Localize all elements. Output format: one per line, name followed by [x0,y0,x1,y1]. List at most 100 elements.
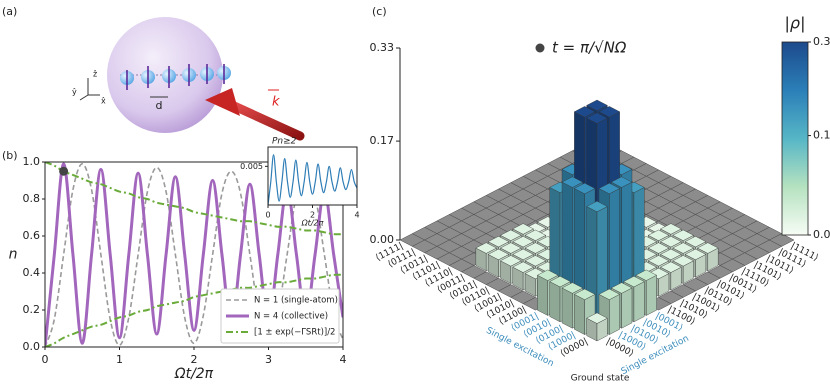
z-tick-label: 0.33 [370,41,395,54]
bar-top [660,223,682,235]
bar-top [647,242,670,254]
bar-top [598,106,621,118]
y-tick-label: 0.0 [23,340,41,353]
highlight-point [59,166,69,176]
y-tick-label: 0.4 [23,266,41,279]
y-tick-label: 0.6 [23,229,41,242]
bar-top [610,282,633,294]
y-tick-label: 1.0 [23,155,41,168]
bar-top [697,242,719,254]
bar-top [536,269,559,281]
z-axis-label: ẑ [93,70,97,79]
x-tick-label: 2 [310,211,315,220]
bar-top [586,200,608,213]
bar-top [660,261,682,273]
bar-top [500,242,522,254]
bar-top [610,176,633,188]
bar-top [524,242,547,254]
bar-top [512,236,534,248]
bar-top [549,276,571,288]
legend-label: [1 ± exp(−ΓSRt)]/2 [254,328,335,338]
bar-top [500,255,522,267]
bar-side [537,274,548,316]
bar-top [487,248,510,261]
spacing-label: d [156,99,163,112]
bar-top [475,242,497,254]
x-tick-label: 3 [265,353,272,366]
bar-top [660,236,682,248]
colorbar-tick-label: 0.00 [813,228,830,241]
bar-top [524,255,547,267]
annotation: Ground state [571,374,630,384]
bar-top [598,288,621,300]
x-tick-label: 0 [42,353,49,366]
bar-top [512,261,534,273]
x-tick-label: 0 [265,211,270,220]
bar-top [500,229,522,241]
colorbar [781,41,809,236]
bar-top [512,223,534,235]
colorbar-label: |ρ| [785,14,806,33]
bar-top [573,106,596,118]
legend-box [220,288,340,344]
series-line [268,154,357,205]
z-tick-label: 0.00 [370,233,395,246]
bar-top [561,176,584,188]
x-tick-label: 4 [354,211,359,220]
bar-top [487,236,510,248]
panel-label: (b) [2,149,18,162]
y-axis-label: n [9,247,18,263]
wavevector-label: k [272,95,280,110]
series-line [45,273,343,347]
z-tick-label: 0.17 [370,134,395,147]
y-tick-label: 0.2 [23,303,41,316]
bar-top [573,182,596,195]
bar-top [635,269,658,281]
x-axis-label: Ωt/2π [301,219,324,228]
bar-top [672,229,694,241]
y-axis-label: ŷ [72,88,77,97]
bar-top [512,248,534,261]
bar-top [660,248,682,261]
bar-top [598,182,621,195]
bar-side [561,287,573,329]
x-axis-label: x̂ [101,96,106,106]
y-tick-label: 0.8 [23,192,41,205]
bar-top [684,236,707,248]
title-bullet [535,43,545,53]
laser-cone [205,88,240,116]
inset-title: Pn≥2 [272,137,297,147]
colorbar-tick-label: 0.17 [813,129,830,142]
bar-top [573,288,596,300]
bar-side [646,274,657,316]
legend-label: N = 1 (single-atom) [254,296,338,306]
bar-side [609,294,620,335]
x-tick-label: 2 [191,353,198,366]
colorbar-tick-label: 0.33 [813,35,830,48]
bar-top [684,248,707,261]
x-tick-label: 1 [116,353,123,366]
y-tick-label: 0.005 [240,162,263,171]
bar-side [574,294,585,335]
laser-beam [227,100,305,141]
bar [586,312,608,342]
bar-top [647,229,670,241]
x-tick-label: 4 [340,353,347,366]
bar-side [549,281,561,323]
bar-top [586,312,608,324]
bar-top [647,255,670,267]
series-line [45,162,343,236]
chart-title: t = π/√NΩ [552,39,627,57]
diagram: (a) d k ẑ ŷ x̂ [2,5,305,141]
panel-label: (c) [372,5,387,18]
bar-side [621,287,633,329]
bar-side [633,281,645,323]
bar-top [524,229,547,241]
bar-top [586,99,608,111]
bar-top [623,276,645,288]
legend-label: N = 4 (collective) [254,312,328,322]
atoms [120,64,231,90]
x-axis-label: Ωt/2π [174,366,214,382]
bar-top [672,242,694,254]
